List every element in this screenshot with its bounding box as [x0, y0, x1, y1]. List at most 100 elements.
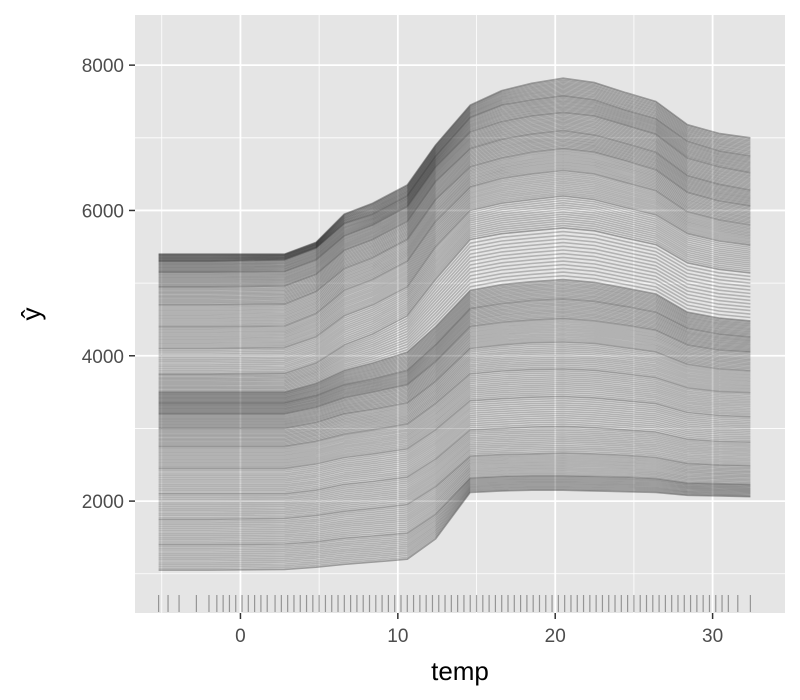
ice-curve [158, 146, 751, 305]
ice-curve [158, 271, 751, 391]
ice-curve [158, 336, 751, 427]
ice-curve [158, 106, 751, 270]
ice-curve [158, 299, 751, 405]
ice-curve [158, 120, 751, 281]
ice-curve [158, 127, 751, 286]
x-tick-label: 10 [387, 626, 408, 647]
ice-curve [158, 479, 751, 553]
ice-curve [158, 306, 751, 409]
ice-curve [158, 220, 751, 370]
ice-curve [158, 121, 751, 282]
ice-curve [158, 372, 751, 451]
ice-curve [158, 238, 751, 379]
ice-curve [158, 287, 751, 398]
ice-curve [158, 171, 751, 330]
ice-curve [158, 78, 751, 256]
ice-curve [158, 470, 751, 540]
ice-curve [158, 433, 751, 502]
ice-curve [158, 105, 751, 270]
ice-curve [158, 92, 751, 262]
ice-curve [158, 142, 751, 301]
ice-curve [158, 178, 751, 336]
y-axis-title: ŷ [16, 308, 46, 321]
ice-curve [158, 123, 751, 283]
ice-curve [158, 481, 751, 557]
ice-curve [158, 427, 751, 497]
ice-curve [158, 358, 751, 441]
ice-curve [158, 381, 751, 459]
ice-curve [158, 352, 751, 437]
ice-curve [158, 157, 751, 316]
ice-curve [158, 438, 751, 508]
ice-curve [158, 308, 751, 410]
ice-curve [158, 295, 751, 403]
ice-curve [158, 305, 751, 408]
ice-curve [158, 222, 751, 372]
ice-curve [158, 263, 751, 388]
ice-curve [158, 288, 751, 399]
ice-curve [158, 96, 751, 263]
ice-curve [158, 326, 751, 420]
ice-curve-series [158, 489, 751, 571]
ice-curve [158, 267, 751, 389]
ice-curve-series [158, 395, 751, 470]
ice-curve [158, 337, 751, 428]
ice-curve [158, 132, 751, 291]
ice-curve [158, 348, 751, 435]
ice-curve [158, 193, 751, 348]
ice-curve [158, 346, 751, 434]
ice-curve [158, 175, 751, 333]
rug-marks [158, 595, 751, 612]
ice-curve [158, 458, 751, 528]
minor-gridlines [135, 15, 785, 613]
ice-curve [158, 448, 751, 517]
ice-curve [158, 189, 751, 345]
ice-curve [158, 158, 751, 317]
ice-curve [158, 149, 751, 308]
ice-curve [158, 152, 751, 311]
ice-curve [158, 310, 751, 411]
y-tick-label: 4000 [82, 347, 124, 368]
ice-curve [158, 128, 751, 287]
ice-curve [158, 440, 751, 510]
ice-curve [158, 89, 751, 260]
ice-curve [158, 475, 751, 548]
ice-curve [158, 321, 751, 417]
ice-curve-series [158, 425, 751, 495]
ice-curve [158, 208, 751, 361]
ice-curve [158, 360, 751, 443]
ice-curve [158, 163, 751, 322]
ice-curve [158, 312, 751, 412]
ice-curve [158, 249, 751, 383]
ice-curve-series [158, 195, 751, 350]
ice-curve [158, 213, 751, 364]
ice-curve [158, 204, 751, 357]
ice-curve [158, 435, 751, 504]
ice-curve [158, 119, 751, 280]
ice-curve [158, 180, 751, 337]
ice-curve [158, 414, 751, 486]
ice-curve [158, 155, 751, 314]
ice-curve [158, 138, 751, 297]
ice-curve [158, 131, 751, 289]
ice-curve [158, 429, 751, 499]
ice-curve [158, 109, 751, 272]
ice-curve [158, 370, 751, 449]
ice-curve [158, 177, 751, 334]
ice-curve [158, 168, 751, 326]
ice-curve [158, 431, 751, 501]
ice-curve [158, 478, 751, 551]
ice-curve [158, 197, 751, 352]
x-axis-title: temp [431, 656, 489, 686]
ice-curve [158, 486, 751, 566]
ice-curve [158, 97, 751, 264]
ice-curve [158, 423, 751, 493]
ice-curve [158, 366, 751, 447]
ice-curve [158, 463, 751, 533]
ice-curve [158, 329, 751, 422]
ice-curve [158, 404, 751, 477]
ice-curve [158, 280, 751, 394]
ice-curve [158, 84, 751, 258]
ice-curve [158, 224, 751, 373]
ice-curve-series [158, 452, 751, 521]
